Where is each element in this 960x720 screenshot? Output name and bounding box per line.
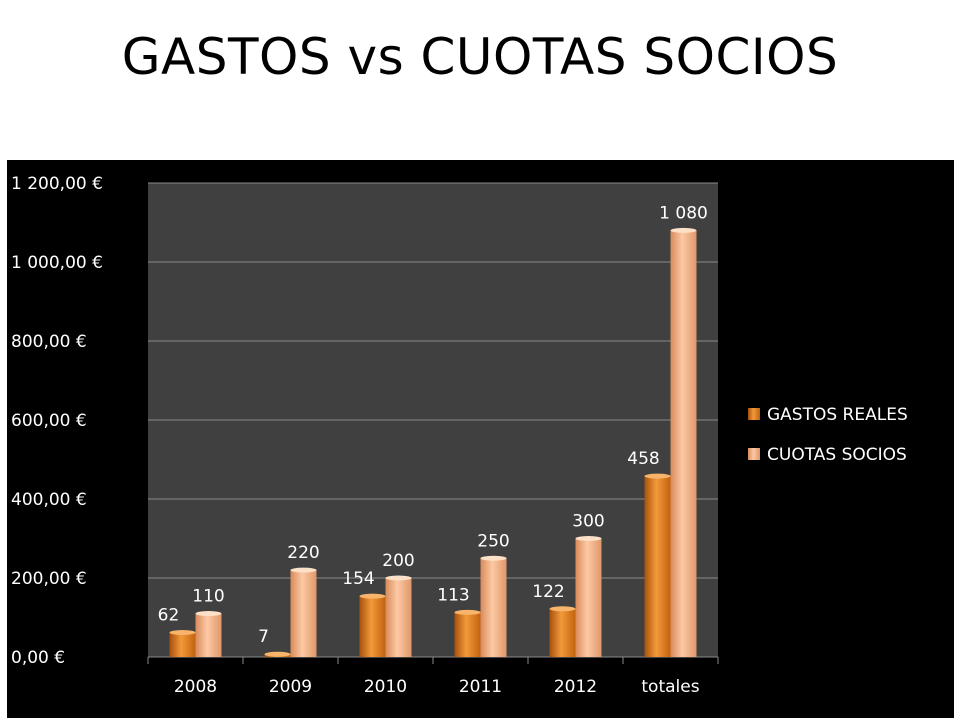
y-tick-label: 200,00 € bbox=[11, 569, 87, 589]
bar-cap bbox=[359, 593, 386, 599]
slide-title: GASTOS vs CUOTAS SOCIOS bbox=[121, 28, 839, 86]
data-label: 113 bbox=[437, 585, 469, 605]
bar-cap bbox=[575, 536, 602, 541]
bars bbox=[169, 227, 697, 657]
bar-cap bbox=[169, 630, 196, 636]
x-category-label: 2009 bbox=[269, 677, 312, 697]
data-label: 250 bbox=[477, 531, 509, 551]
data-label: 154 bbox=[342, 569, 374, 589]
legend-label: GASTOS REALES bbox=[767, 405, 908, 425]
legend-label: CUOTAS SOCIOS bbox=[767, 445, 907, 465]
x-axis-categories: 2008 2009 2010 2011 2012 totales bbox=[174, 677, 700, 697]
bar-cap bbox=[644, 473, 671, 479]
x-category-label: totales bbox=[641, 677, 699, 697]
bar-cap bbox=[670, 227, 697, 233]
y-tick-label: 800,00 € bbox=[11, 332, 87, 352]
bar bbox=[385, 578, 412, 657]
bar-chart: 0,00 € 200,00 € 400,00 € 600,00 € 800,00 € 1 … bbox=[11, 174, 908, 697]
y-tick-label: 1 000,00 € bbox=[11, 253, 103, 273]
data-label: 7 bbox=[258, 627, 269, 647]
data-label: 200 bbox=[382, 551, 414, 571]
y-tick-label: 1 200,00 € bbox=[11, 174, 103, 194]
x-category-label: 2012 bbox=[554, 677, 597, 697]
legend: GASTOS REALES CUOTAS SOCIOS bbox=[748, 405, 908, 465]
bar bbox=[670, 230, 697, 657]
bar bbox=[169, 632, 196, 657]
bar-cap bbox=[454, 609, 481, 615]
x-category-label: 2008 bbox=[174, 677, 217, 697]
data-label: 110 bbox=[192, 587, 224, 607]
data-label: 220 bbox=[287, 543, 319, 563]
bar-cap bbox=[385, 575, 412, 581]
y-tick-label: 400,00 € bbox=[11, 490, 87, 510]
bar bbox=[454, 612, 481, 657]
y-tick-label: 0,00 € bbox=[11, 648, 65, 668]
data-labels: 62 7 154 113 122 458 110 220 200 250 300 1 080 bbox=[158, 203, 708, 647]
gridlines bbox=[147, 182, 719, 664]
data-label: 122 bbox=[532, 582, 564, 602]
data-label: 458 bbox=[627, 449, 659, 469]
bar bbox=[644, 476, 671, 657]
x-category-label: 2010 bbox=[364, 677, 407, 697]
bar bbox=[480, 558, 507, 657]
data-label: 300 bbox=[572, 512, 604, 532]
data-label: 62 bbox=[158, 606, 180, 626]
bar-cap bbox=[264, 651, 291, 657]
legend-swatch bbox=[748, 408, 760, 420]
bar-cap bbox=[290, 567, 317, 573]
y-tick-label: 600,00 € bbox=[11, 411, 87, 431]
bar bbox=[575, 538, 602, 657]
bar-cap bbox=[195, 611, 222, 617]
bar bbox=[549, 608, 576, 657]
bar bbox=[359, 596, 386, 657]
bar bbox=[195, 613, 222, 657]
x-category-label: 2011 bbox=[459, 677, 502, 697]
data-label: 1 080 bbox=[659, 203, 708, 223]
chart-panel: 0,00 € 200,00 € 400,00 € 600,00 € 800,00 € 1 … bbox=[7, 160, 954, 718]
y-axis-ticks: 0,00 € 200,00 € 400,00 € 600,00 € 800,00 € 1 … bbox=[11, 174, 103, 668]
bar-cap bbox=[480, 555, 507, 561]
legend-swatch bbox=[748, 448, 760, 460]
bar-cap bbox=[549, 606, 576, 612]
bar bbox=[290, 570, 317, 657]
